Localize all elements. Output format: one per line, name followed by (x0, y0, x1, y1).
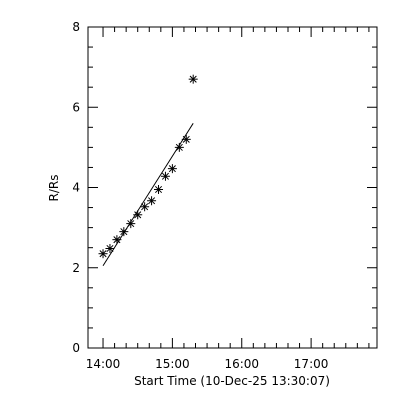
x-tick-label: 17:00 (294, 357, 329, 371)
data-point (112, 235, 122, 245)
x-axis-label: Start Time (10-Dec-25 13:30:07) (134, 374, 330, 388)
x-tick-label: 15:00 (155, 357, 190, 371)
data-point (147, 196, 157, 206)
axis-ticks (88, 26, 377, 349)
x-tick-label: 14:00 (86, 357, 121, 371)
y-tick-label: 8 (72, 20, 80, 34)
data-point (105, 243, 115, 253)
y-axis-label: R/Rs (47, 175, 61, 202)
y-tick-labels: 0 2 4 6 8 (72, 20, 80, 355)
y-tick-label: 0 (72, 341, 80, 355)
data-point (188, 74, 198, 84)
x-tick-labels: 14:00 15:00 16:00 17:00 (86, 357, 329, 371)
data-point (154, 185, 164, 195)
plot-frame (87, 26, 378, 349)
y-tick-label: 6 (72, 100, 80, 114)
data-point (160, 171, 170, 181)
data-point (119, 227, 129, 237)
data-point (98, 249, 108, 259)
y-tick-label: 2 (72, 261, 80, 275)
y-tick-label: 4 (72, 181, 80, 195)
data-points (98, 74, 198, 259)
data-point (133, 210, 143, 220)
data-point (140, 202, 150, 212)
x-tick-label: 16:00 (224, 357, 259, 371)
data-point (181, 134, 191, 144)
data-point (126, 219, 136, 229)
data-point (167, 164, 177, 174)
data-point (174, 142, 184, 152)
